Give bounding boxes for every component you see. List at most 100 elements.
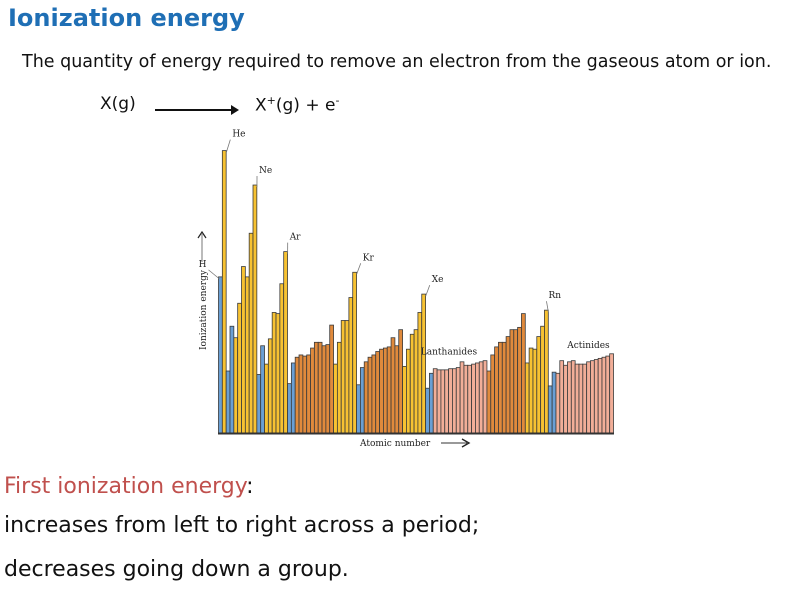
bar-element-68 xyxy=(475,362,480,434)
bar-element-80 xyxy=(521,313,526,434)
bar-element-8 xyxy=(244,276,250,434)
summary-line-group: decreases going down a group. xyxy=(4,557,349,582)
bar-element-32 xyxy=(336,341,342,434)
bar-element-47 xyxy=(394,345,400,434)
bar-element-62 xyxy=(452,368,457,434)
bar-element-75 xyxy=(501,341,507,434)
reaction-reactant: X(g) xyxy=(100,94,136,114)
annotation-leader-he xyxy=(225,139,231,153)
bar-element-51 xyxy=(409,333,415,434)
annotation-rn: Rn xyxy=(548,291,561,301)
bar-element-52 xyxy=(413,329,419,434)
bar-element-18 xyxy=(283,251,288,434)
bar-element-59 xyxy=(440,369,446,434)
bar-element-9 xyxy=(248,232,254,434)
annotation-actinides: Actinides xyxy=(566,341,610,351)
bar-element-30 xyxy=(329,324,334,434)
bar-element-15 xyxy=(271,312,277,434)
bar-element-4 xyxy=(229,325,235,434)
bar-element-71 xyxy=(486,370,492,434)
bar-element-13 xyxy=(264,363,269,434)
bar-element-23 xyxy=(302,355,308,434)
bar-element-28 xyxy=(321,345,327,434)
bar-element-14 xyxy=(267,338,273,434)
bar-element-89 xyxy=(555,372,561,434)
bar-element-78 xyxy=(513,329,519,434)
reaction-arrow-icon xyxy=(155,105,239,115)
bar-element-56 xyxy=(429,372,434,434)
bar-element-97 xyxy=(586,361,591,434)
bar-element-24 xyxy=(306,354,311,434)
bar-element-11 xyxy=(256,374,262,434)
annotation-xe: Xe xyxy=(432,275,444,285)
bar-element-58 xyxy=(436,369,442,434)
bar-element-72 xyxy=(490,354,496,434)
bar-element-16 xyxy=(275,313,281,434)
bar-element-83 xyxy=(532,348,538,434)
bar-element-65 xyxy=(463,364,469,434)
annotations-group: H He Ne Ar Kr Xe Rn Lanthanides Actinides xyxy=(199,130,610,358)
bar-element-7 xyxy=(241,266,246,434)
bar-element-44 xyxy=(382,347,388,434)
bar-element-2 xyxy=(221,150,227,434)
bar-element-69 xyxy=(478,361,484,434)
bar-element-87 xyxy=(547,385,553,434)
bar-element-48 xyxy=(398,329,403,434)
bar-element-67 xyxy=(471,363,476,434)
bar-element-37 xyxy=(356,384,361,434)
bar-element-55 xyxy=(425,387,430,434)
bar-element-91 xyxy=(563,364,568,434)
bar-element-17 xyxy=(279,283,285,434)
bar-element-64 xyxy=(459,361,465,434)
bar-element-88 xyxy=(551,371,557,434)
bar-element-22 xyxy=(298,354,304,434)
bar-element-90 xyxy=(559,360,565,434)
bar-element-25 xyxy=(310,347,315,434)
bar-element-85 xyxy=(540,325,545,434)
bar-element-33 xyxy=(340,320,346,434)
bar-element-66 xyxy=(467,364,472,434)
bar-element-61 xyxy=(448,368,453,434)
bar-element-12 xyxy=(260,345,265,434)
bar-element-99 xyxy=(593,359,599,434)
annotation-leader-xe xyxy=(425,284,431,297)
x-axis-arrow-icon xyxy=(461,438,471,448)
x-axis-label-group: Atomic number xyxy=(359,438,471,449)
bar-element-39 xyxy=(363,361,369,434)
y-axis-label-group: Ionization energy xyxy=(197,230,209,350)
bar-element-86 xyxy=(544,309,549,434)
bar-element-96 xyxy=(582,363,588,434)
bar-element-57 xyxy=(432,368,438,434)
bar-element-77 xyxy=(509,329,515,434)
annotation-kr: Kr xyxy=(363,253,375,263)
bar-element-54 xyxy=(421,293,426,434)
summary-heading: First ionization energy: xyxy=(4,474,254,499)
bar-element-5 xyxy=(233,337,239,434)
bar-element-95 xyxy=(578,363,584,434)
bar-element-84 xyxy=(536,336,542,434)
summary-line-period: increases from left to right across a pe… xyxy=(4,513,480,538)
bar-element-29 xyxy=(325,344,331,434)
bar-element-100 xyxy=(597,357,603,434)
product-base: X xyxy=(255,95,267,116)
annotation-h: H xyxy=(199,260,207,270)
electron-charge: - xyxy=(335,94,340,107)
reaction-product: X+(g) + e- xyxy=(255,94,339,116)
bar-element-26 xyxy=(313,341,319,434)
bar-element-49 xyxy=(402,366,407,434)
annotation-lanthanides: Lanthanides xyxy=(421,348,478,358)
bar-element-94 xyxy=(574,363,580,434)
bar-element-6 xyxy=(237,302,242,434)
bar-element-34 xyxy=(344,320,350,434)
bar-element-79 xyxy=(517,326,522,434)
y-axis-arrow-icon xyxy=(197,230,207,239)
bar-element-81 xyxy=(524,362,530,434)
bar-element-38 xyxy=(359,367,365,434)
bar-element-20 xyxy=(290,362,296,434)
bar-element-50 xyxy=(406,348,411,434)
product-charge: + xyxy=(266,94,276,107)
bar-element-43 xyxy=(379,348,384,434)
bar-element-45 xyxy=(386,346,392,434)
bar-element-70 xyxy=(482,360,488,434)
bar-element-1 xyxy=(218,276,223,434)
